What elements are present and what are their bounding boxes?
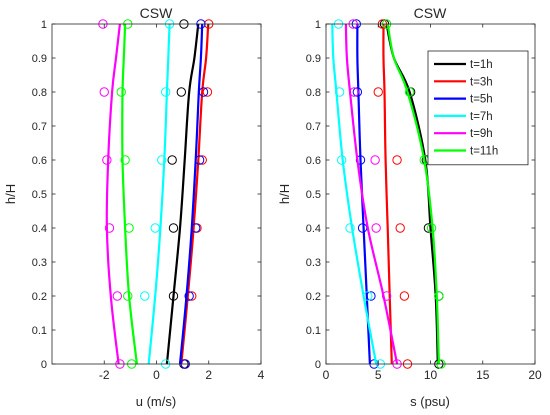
data-point-t=3h bbox=[197, 155, 207, 165]
left-panel-ylabel: h/H bbox=[3, 184, 18, 204]
data-point-t=3h bbox=[399, 291, 410, 301]
data-point-t=7h bbox=[363, 291, 373, 301]
right-panel-title: CSW bbox=[414, 5, 447, 21]
y-tick-label: 0.1 bbox=[32, 325, 47, 337]
data-point-t=7h bbox=[140, 291, 150, 301]
data-point-t=7h bbox=[160, 87, 171, 97]
y-tick-label: 0.8 bbox=[32, 87, 47, 99]
data-point-t=3h bbox=[392, 155, 402, 165]
data-point-t=11h bbox=[124, 223, 134, 233]
x-tick-label: 15 bbox=[476, 368, 490, 382]
y-tick-label: 0.5 bbox=[306, 189, 321, 201]
x-tick-label: 20 bbox=[528, 368, 542, 382]
data-point-t=7h bbox=[157, 155, 167, 165]
data-point-t=9h bbox=[104, 223, 115, 233]
data-point-t=3h bbox=[202, 87, 213, 97]
left-panel-xlabel: u (m/s) bbox=[136, 394, 176, 409]
data-point-t=11h bbox=[434, 291, 444, 301]
data-point-t=5h bbox=[355, 155, 366, 165]
x-tick-label: 2 bbox=[205, 368, 212, 382]
data-point-t=9h bbox=[371, 223, 381, 233]
series-line-t=9h bbox=[344, 23, 399, 365]
y-tick-label: 0.9 bbox=[306, 53, 321, 65]
y-tick-label: 0.3 bbox=[32, 257, 47, 269]
data-point-t=5h bbox=[190, 223, 201, 233]
data-point-t=5h bbox=[352, 87, 363, 97]
data-point-t=9h bbox=[112, 291, 123, 301]
legend-label-t=5h: t=5h bbox=[470, 94, 493, 106]
right-panel-ylabel: h/H bbox=[277, 184, 292, 204]
data-point-t=11h bbox=[116, 87, 126, 97]
data-point-t=11h bbox=[120, 155, 130, 165]
y-tick-label: 0.3 bbox=[306, 257, 321, 269]
y-tick-label: 1 bbox=[315, 19, 321, 31]
legend-label-t=7h: t=7h bbox=[470, 111, 493, 123]
data-point-t=1h bbox=[168, 291, 179, 301]
right-panel-salinity: CSW s (psu) h/H 0 5 10 15 20 0 0.1 0.2 0.3 0.4 0.5… bbox=[277, 5, 542, 409]
y-tick-label: 0.8 bbox=[306, 87, 321, 99]
x-tick-label: 0 bbox=[153, 368, 160, 382]
data-point-t=1h bbox=[176, 87, 187, 97]
y-tick-label: 0.5 bbox=[32, 189, 47, 201]
data-point-t=11h bbox=[123, 291, 133, 301]
data-point-t=11h bbox=[426, 223, 437, 233]
y-tick-label: 0 bbox=[315, 359, 321, 371]
legend-box bbox=[427, 50, 529, 166]
data-point-t=5h bbox=[184, 291, 194, 301]
legend-label-t=1h: t=1h bbox=[470, 59, 493, 71]
y-tick-label: 0.7 bbox=[32, 121, 47, 133]
data-point-t=1h bbox=[168, 223, 179, 233]
data-point-t=5h bbox=[198, 87, 209, 97]
data-point-t=7h bbox=[336, 155, 347, 165]
data-point-t=9h bbox=[349, 87, 359, 97]
y-tick-label: 0.6 bbox=[306, 155, 321, 167]
data-point-t=11h bbox=[404, 87, 415, 97]
data-point-t=1h bbox=[167, 155, 177, 165]
x-tick-label: 4 bbox=[258, 368, 265, 382]
data-point-t=3h bbox=[373, 87, 383, 97]
y-tick-label: 0.2 bbox=[32, 291, 47, 303]
y-tick-label: 0.9 bbox=[32, 53, 47, 65]
legend-label-t=9h: t=9h bbox=[470, 128, 493, 140]
data-point-t=7h bbox=[334, 87, 345, 97]
series-line-t=7h bbox=[147, 23, 171, 365]
legend-label-t=3h: t=3h bbox=[470, 76, 493, 88]
series-t=5h bbox=[178, 19, 209, 369]
y-tick-label: 0.6 bbox=[32, 155, 47, 167]
y-tick-label: 0.2 bbox=[306, 291, 321, 303]
series-t=5h bbox=[351, 19, 379, 369]
legend: t=1h t=3h t=5h t=7h t=9h t=11h bbox=[427, 50, 529, 166]
data-point-t=7h bbox=[150, 223, 160, 233]
left-plot-area: -2 0 2 4 0 0.1 0.2 0.3 0.4 0.5 0.6 0.7 0.8 0.9 1 bbox=[32, 19, 265, 382]
data-point-t=9h bbox=[102, 155, 112, 165]
series-line-t=9h bbox=[105, 23, 121, 365]
data-point-t=9h bbox=[370, 155, 380, 165]
series-line-t=11h bbox=[386, 23, 440, 365]
x-tick-label: 0 bbox=[323, 368, 330, 382]
x-tick-label: 5 bbox=[375, 368, 382, 382]
right-panel-xlabel: s (psu) bbox=[410, 394, 450, 409]
series-line-t=11h bbox=[121, 23, 138, 365]
data-point-t=9h bbox=[381, 291, 392, 301]
x-tick-label: 10 bbox=[424, 368, 438, 382]
data-point-t=3h bbox=[395, 223, 405, 233]
data-point-t=7h bbox=[345, 223, 355, 233]
series-line-t=1h bbox=[165, 23, 200, 365]
data-point-t=5h bbox=[366, 291, 376, 301]
y-tick-label: 0.4 bbox=[306, 223, 321, 235]
right-plot-area: 0 5 10 15 20 0 0.1 0.2 0.3 0.4 0.5 0.6 0.7 0.8 0.9 1 bbox=[306, 19, 542, 382]
data-point-t=5h bbox=[194, 155, 205, 165]
left-panel-title: CSW bbox=[140, 5, 173, 21]
x-tick-label: -2 bbox=[99, 368, 110, 382]
series-line-t=3h bbox=[382, 23, 393, 365]
legend-label-t=11h: t=11h bbox=[470, 146, 498, 158]
y-tick-label: 0 bbox=[41, 359, 47, 371]
y-tick-label: 0.7 bbox=[306, 121, 321, 133]
y-tick-label: 0.1 bbox=[306, 325, 321, 337]
y-tick-label: 1 bbox=[41, 19, 47, 31]
left-panel-velocity: CSW u (m/s) h/H -2 0 2 4 0 0.1 0.2 0.3 0.4 0.5 0.6… bbox=[3, 5, 265, 409]
data-point-t=9h bbox=[99, 87, 109, 97]
y-tick-label: 0.4 bbox=[32, 223, 47, 235]
